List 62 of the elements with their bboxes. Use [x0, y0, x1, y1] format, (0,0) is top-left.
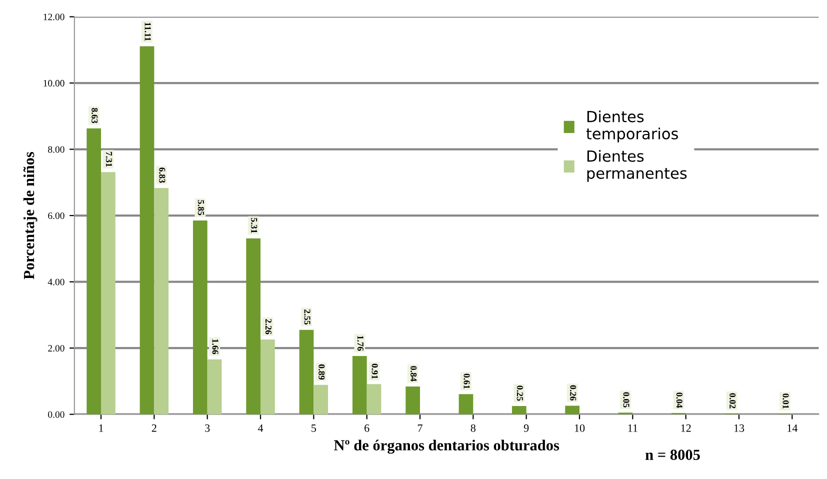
data-label: 0.01 [782, 394, 789, 409]
bar [406, 386, 420, 414]
bar [366, 384, 382, 414]
bar [512, 406, 526, 414]
y-tick-label: 4.00 [48, 278, 64, 286]
x-tick-label: 12 [681, 424, 691, 432]
legend-label: Dientes temporarios [586, 110, 678, 142]
text: n = 8005 [645, 450, 700, 460]
bar [565, 406, 580, 414]
bar [140, 46, 154, 414]
data-label: 0.02 [730, 393, 736, 408]
bar [101, 172, 116, 414]
x-tick-label: 10 [574, 424, 585, 432]
x-tick-label: 1 [99, 424, 104, 432]
data-label: 0.05 [623, 392, 630, 408]
x-tick-label: 6 [364, 424, 370, 432]
data-label: 5.85 [198, 200, 204, 216]
x-tick-label: 9 [524, 424, 529, 432]
x-tick-label: 2 [152, 424, 156, 432]
data-label: 0.89 [318, 364, 325, 380]
bar [314, 384, 328, 414]
x-tick-label: 8 [470, 424, 476, 432]
x-tick-label: 7 [418, 424, 422, 432]
legend-label: Dientes permanentes [587, 150, 687, 182]
data-label: 5.31 [251, 218, 258, 233]
data-label: 0.26 [570, 385, 576, 400]
y-tick-label: 6.00 [48, 212, 64, 220]
bar [246, 238, 261, 414]
x-tick-label: 11 [628, 424, 638, 432]
data-label: 0.91 [372, 364, 378, 379]
y-tick-label: 2.00 [48, 344, 64, 352]
data-label: 8.63 [92, 108, 98, 124]
y-tick-label: 12.00 [44, 14, 64, 20]
x-tick-label: 4 [258, 424, 264, 432]
y-axis-title: Porcentaje de niños [23, 152, 38, 280]
data-label: 2.55 [304, 309, 310, 325]
data-label: 0.84 [410, 366, 417, 382]
bar [154, 188, 169, 414]
x-tick-label: 13 [734, 424, 744, 432]
y-tick-label: 10.00 [44, 80, 64, 87]
data-label: 6.83 [159, 168, 166, 183]
x-tick-label: 3 [205, 424, 210, 432]
data-label: 1.66 [212, 339, 218, 354]
y-tick-label: 0.00 [48, 411, 64, 418]
data-label: 7.31 [106, 152, 112, 167]
data-label: 0.04 [676, 392, 682, 408]
x-tick-label: 5 [312, 424, 316, 432]
bar [86, 128, 102, 414]
bar [458, 394, 474, 414]
y-tick-label: 8.00 [48, 146, 64, 153]
data-label: 0.25 [516, 386, 523, 401]
bar [352, 356, 367, 414]
bar [260, 339, 275, 414]
bar [299, 330, 314, 414]
x-axis-title: Nº de órganos dentarios obturados [334, 440, 560, 454]
bar [207, 359, 222, 414]
data-label: 1.76 [357, 336, 364, 351]
data-label: 11.11 [144, 22, 151, 41]
data-label: 2.26 [265, 319, 272, 334]
data-label: 0.61 [464, 374, 470, 389]
bar [192, 220, 208, 414]
x-tick-label: 14 [788, 424, 798, 432]
